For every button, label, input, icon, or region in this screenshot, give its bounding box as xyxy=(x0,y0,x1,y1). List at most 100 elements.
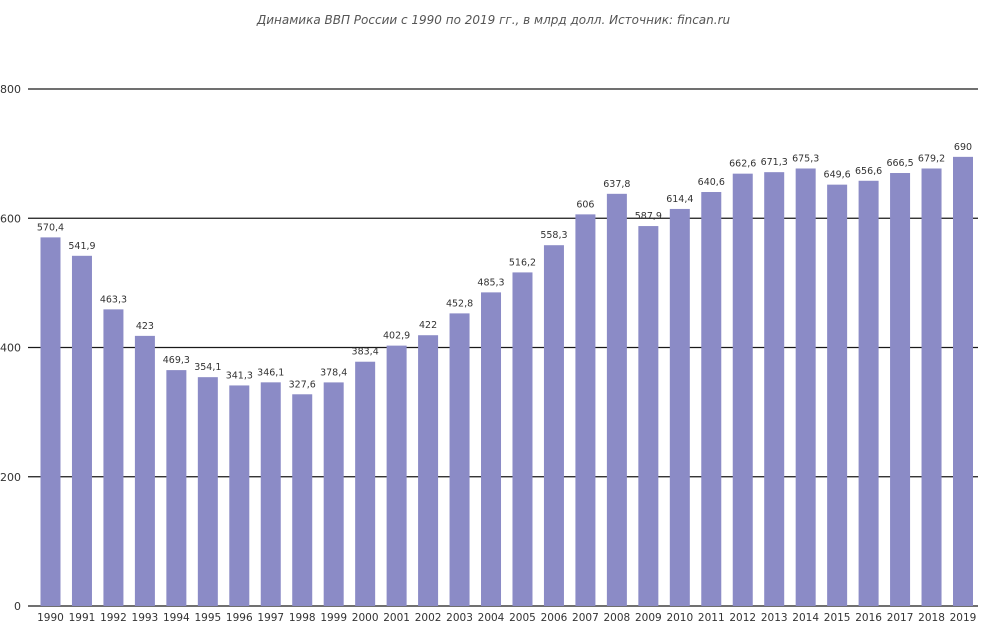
data-label-2002: 422 xyxy=(419,320,437,331)
data-label-2007: 606 xyxy=(576,199,594,210)
x-tick-1993: 1993 xyxy=(132,612,159,624)
data-label-2008: 637,8 xyxy=(603,179,630,190)
data-label-2016: 656,6 xyxy=(855,166,882,177)
bar-1990 xyxy=(40,237,61,606)
bar-1992 xyxy=(103,309,124,606)
bar-2009 xyxy=(638,226,659,606)
data-label-2017: 666,5 xyxy=(886,158,913,169)
bar-1997 xyxy=(260,382,281,606)
x-tick-1999: 1999 xyxy=(320,612,347,624)
data-label-2001: 402,9 xyxy=(383,331,410,342)
data-label-2019: 690 xyxy=(954,142,972,153)
data-label-1994: 469,3 xyxy=(163,355,190,366)
x-tick-2013: 2013 xyxy=(761,612,788,624)
x-tick-1990: 1990 xyxy=(37,612,64,624)
bar-2014 xyxy=(795,168,816,606)
bar-2002 xyxy=(418,335,439,606)
bar-1995 xyxy=(197,377,218,606)
data-label-1998: 327,6 xyxy=(289,379,316,390)
bar-1996 xyxy=(229,385,250,606)
data-label-1992: 463,3 xyxy=(100,294,127,305)
data-label-2012: 662,6 xyxy=(729,159,756,170)
bar-2017 xyxy=(890,173,911,606)
y-tick-label: 800 xyxy=(0,83,21,96)
x-tick-2015: 2015 xyxy=(824,612,851,624)
bar-2007 xyxy=(575,214,596,606)
data-label-1990: 570,4 xyxy=(37,222,64,233)
x-tick-1996: 1996 xyxy=(226,612,253,624)
x-tick-2006: 2006 xyxy=(541,612,568,624)
x-tick-1994: 1994 xyxy=(163,612,190,624)
bar-2013 xyxy=(764,172,785,607)
x-tick-2010: 2010 xyxy=(666,612,693,624)
chart-title: Динамика ВВП России с 1990 по 2019 гг., … xyxy=(256,13,731,27)
data-label-2000: 383,4 xyxy=(352,347,379,358)
x-tick-2019: 2019 xyxy=(950,612,977,624)
x-tick-1995: 1995 xyxy=(194,612,221,624)
y-tick-label: 400 xyxy=(0,342,21,355)
x-tick-2004: 2004 xyxy=(478,612,505,624)
x-tick-2011: 2011 xyxy=(698,612,725,624)
data-label-1995: 354,1 xyxy=(194,362,221,373)
bar-2010 xyxy=(669,208,690,606)
bar-2018 xyxy=(921,168,942,606)
x-tick-1991: 1991 xyxy=(69,612,96,624)
bar-2008 xyxy=(606,193,627,606)
data-label-2014: 675,3 xyxy=(792,153,819,164)
data-label-2010: 614,4 xyxy=(666,194,693,205)
x-tick-1998: 1998 xyxy=(289,612,316,624)
gridlines xyxy=(28,88,978,607)
data-label-2009: 587,9 xyxy=(635,211,662,222)
data-label-2011: 640,6 xyxy=(698,177,725,188)
x-tick-2016: 2016 xyxy=(855,612,882,624)
data-label-1996: 341,3 xyxy=(226,370,253,381)
x-tick-2018: 2018 xyxy=(918,612,945,624)
x-tick-2012: 2012 xyxy=(729,612,756,624)
x-tick-2007: 2007 xyxy=(572,612,599,624)
x-tick-2017: 2017 xyxy=(887,612,914,624)
data-label-1997: 346,1 xyxy=(257,367,284,378)
y-tick-label: 0 xyxy=(14,600,21,613)
bar-2012 xyxy=(732,173,753,606)
data-label-2006: 558,3 xyxy=(540,230,567,241)
x-tick-2002: 2002 xyxy=(415,612,442,624)
x-tick-1997: 1997 xyxy=(257,612,284,624)
bar-2001 xyxy=(386,345,407,606)
data-label-2005: 516,2 xyxy=(509,257,536,268)
bar-1998 xyxy=(292,394,313,606)
y-tick-label: 600 xyxy=(0,212,21,225)
bar-2000 xyxy=(355,361,376,606)
bar-1991 xyxy=(71,255,92,606)
bar-2006 xyxy=(543,245,564,607)
data-labels: 570,4 541,9 463,3 423 469,3 354,1 341,3 346,1 32… xyxy=(37,142,972,390)
bar-2011 xyxy=(701,192,722,606)
data-label-2004: 485,3 xyxy=(477,277,504,288)
y-axis-ticks: 0 200 400 600 800 xyxy=(0,83,21,613)
x-tick-2014: 2014 xyxy=(792,612,819,624)
bar-2005 xyxy=(512,272,533,606)
bar-2004 xyxy=(481,292,502,606)
y-tick-label: 200 xyxy=(0,471,21,484)
bar-2015 xyxy=(827,184,848,606)
x-tick-2009: 2009 xyxy=(635,612,662,624)
bar-1993 xyxy=(134,335,155,606)
data-label-1999: 378,4 xyxy=(320,367,347,378)
data-label-2003: 452,8 xyxy=(446,298,473,309)
x-tick-2005: 2005 xyxy=(509,612,536,624)
bars xyxy=(40,156,973,607)
data-label-2018: 679,2 xyxy=(918,153,945,164)
x-tick-2003: 2003 xyxy=(446,612,473,624)
x-tick-2001: 2001 xyxy=(383,612,410,624)
bar-2003 xyxy=(449,313,470,606)
data-label-1993: 423 xyxy=(136,321,154,332)
bar-1999 xyxy=(323,382,344,606)
x-axis-ticks: 1990 1991 1992 1993 1994 1995 1996 1997 1998 1999… xyxy=(37,612,976,624)
bar-1994 xyxy=(166,370,187,606)
x-tick-2000: 2000 xyxy=(352,612,379,624)
data-label-2015: 649,6 xyxy=(824,170,851,181)
x-tick-1992: 1992 xyxy=(100,612,127,624)
bar-2019 xyxy=(953,156,973,606)
data-label-2013: 671,3 xyxy=(761,157,788,168)
x-tick-2008: 2008 xyxy=(604,612,631,624)
